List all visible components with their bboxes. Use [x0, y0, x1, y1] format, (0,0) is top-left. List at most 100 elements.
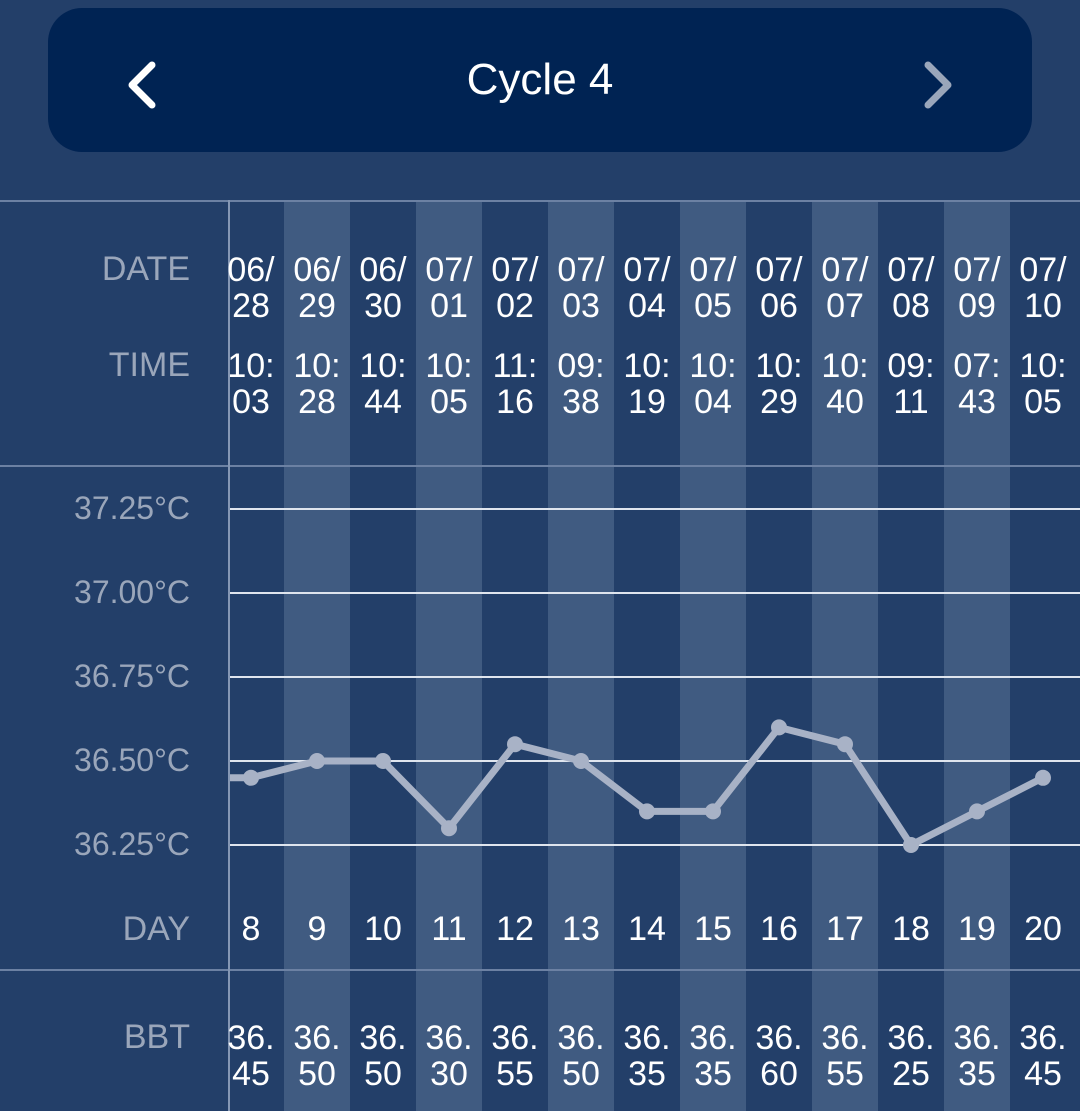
date-cell[interactable]: 07/04 [614, 252, 680, 324]
date-cell[interactable]: 07/10 [1010, 252, 1076, 324]
y-tick-label: 37.25°C [74, 490, 190, 526]
bbt-cell[interactable]: 36. 60 [746, 1020, 812, 1092]
data-point[interactable] [441, 820, 457, 837]
data-point[interactable] [837, 736, 853, 753]
date-cell[interactable]: 06/30 [350, 252, 416, 324]
time-cell-line1: 10: [359, 347, 407, 385]
data-point[interactable] [639, 803, 655, 820]
day-cell: 8 [241, 910, 261, 948]
day-cell: 12 [496, 910, 534, 948]
day-cell: 19 [958, 910, 996, 948]
time-cell[interactable]: 10: 28 [284, 348, 350, 420]
time-cell-line1: 10: [293, 347, 341, 385]
time-cell-line1: 09: [887, 347, 935, 385]
time-cell-line2: 03 [232, 383, 270, 421]
divider-chart-top [0, 465, 1080, 467]
day-row-label: DAY [122, 910, 190, 948]
column-stripe [416, 202, 482, 1111]
divider-top [0, 200, 1080, 202]
date-cell-line2: 08 [892, 287, 930, 325]
series-line [250, 723, 1045, 849]
day-cell: 10 [364, 910, 402, 948]
data-point[interactable] [375, 753, 391, 769]
column-stripe [944, 202, 1010, 1111]
date-cell-line1: 07/ [755, 251, 803, 289]
time-cell[interactable]: 10: 05 [416, 348, 482, 420]
time-cell[interactable]: 09: 38 [548, 348, 614, 420]
bbt-cell-line2: 25 [892, 1055, 930, 1093]
bbt-cell[interactable]: 36. 50 [548, 1020, 614, 1092]
time-cell-line2: 28 [298, 383, 336, 421]
date-cell-line1: 07/ [425, 251, 473, 289]
day-cell: 9 [307, 910, 327, 948]
time-cell[interactable]: 09: 11 [878, 348, 944, 420]
date-cell-line2: 10 [1024, 287, 1062, 325]
bbt-cell-line2: 30 [430, 1055, 468, 1093]
time-cell-line1: 10: [1019, 347, 1067, 385]
data-point[interactable] [1035, 769, 1051, 786]
time-cell[interactable]: 10: 03 [218, 348, 284, 420]
bbt-cell[interactable]: 36. 55 [482, 1020, 548, 1092]
bbt-cell[interactable]: 36. 25 [878, 1020, 944, 1092]
bbt-cell[interactable]: 36. 45 [218, 1020, 284, 1092]
chevron-right-icon [924, 61, 952, 109]
bbt-cell-line1: 36. [293, 1019, 341, 1057]
date-cell-line1: 06/ [227, 251, 275, 289]
time-cell[interactable]: 11: 16 [482, 348, 548, 420]
date-cell-line2: 01 [430, 287, 468, 325]
time-cell[interactable]: 10: 05 [1010, 348, 1076, 420]
date-row-label: DATE [101, 250, 190, 288]
date-cell[interactable]: 07/07 [812, 252, 878, 324]
bbt-cell[interactable]: 36. 35 [680, 1020, 746, 1092]
time-cell-line2: 19 [628, 383, 666, 421]
bbt-cell-line2: 50 [562, 1055, 600, 1093]
bbt-cell-line1: 36. [359, 1019, 407, 1057]
data-point[interactable] [573, 753, 589, 769]
date-cell[interactable]: 07/02 [482, 252, 548, 324]
bbt-cell[interactable]: 36. 50 [350, 1020, 416, 1092]
time-cell-line1: 09: [557, 347, 605, 385]
date-cell-line2: 03 [562, 287, 600, 325]
day-cell: 11 [431, 910, 467, 948]
data-point[interactable] [243, 769, 259, 786]
date-cell-line1: 07/ [887, 251, 935, 289]
date-cell[interactable]: 07/06 [746, 252, 812, 324]
date-cell[interactable]: 06/29 [284, 252, 350, 324]
data-point[interactable] [771, 719, 787, 736]
bbt-cell[interactable]: 36. 35 [944, 1020, 1010, 1092]
time-cell[interactable]: 10: 29 [746, 348, 812, 420]
bbt-cell[interactable]: 36. 35 [614, 1020, 680, 1092]
data-point[interactable] [309, 753, 325, 769]
time-cell[interactable]: 10: 19 [614, 348, 680, 420]
date-cell[interactable]: 07/05 [680, 252, 746, 324]
day-cell: 15 [694, 910, 732, 948]
time-cell[interactable]: 10: 44 [350, 348, 416, 420]
next-cycle-button[interactable] [906, 55, 966, 115]
date-cell[interactable]: 07/08 [878, 252, 944, 324]
day-cell: 13 [562, 910, 600, 948]
data-point[interactable] [507, 736, 523, 753]
column-stripe [680, 202, 746, 1111]
previous-cycle-button[interactable] [114, 55, 174, 115]
date-cell[interactable]: 06/28 [218, 252, 284, 324]
bbt-cell-line1: 36. [425, 1019, 473, 1057]
data-point[interactable] [705, 803, 721, 820]
y-tick-label: 36.50°C [74, 742, 190, 778]
bbt-cell-line2: 50 [364, 1055, 402, 1093]
date-cell-line2: 05 [694, 287, 732, 325]
date-cell-line1: 07/ [689, 251, 737, 289]
time-cell[interactable]: 10: 04 [680, 348, 746, 420]
bbt-cell[interactable]: 36. 55 [812, 1020, 878, 1092]
date-cell[interactable]: 07/01 [416, 252, 482, 324]
bbt-cell[interactable]: 36. 50 [284, 1020, 350, 1092]
date-cell[interactable]: 07/09 [944, 252, 1010, 324]
date-cell-line1: 07/ [623, 251, 671, 289]
time-cell[interactable]: 10: 40 [812, 348, 878, 420]
time-cell[interactable]: 07: 43 [944, 348, 1010, 420]
data-point[interactable] [903, 837, 919, 853]
bbt-cell[interactable]: 36. 45 [1010, 1020, 1076, 1092]
date-cell[interactable]: 07/03 [548, 252, 614, 324]
data-point[interactable] [969, 803, 985, 820]
bbt-cell[interactable]: 36. 30 [416, 1020, 482, 1092]
